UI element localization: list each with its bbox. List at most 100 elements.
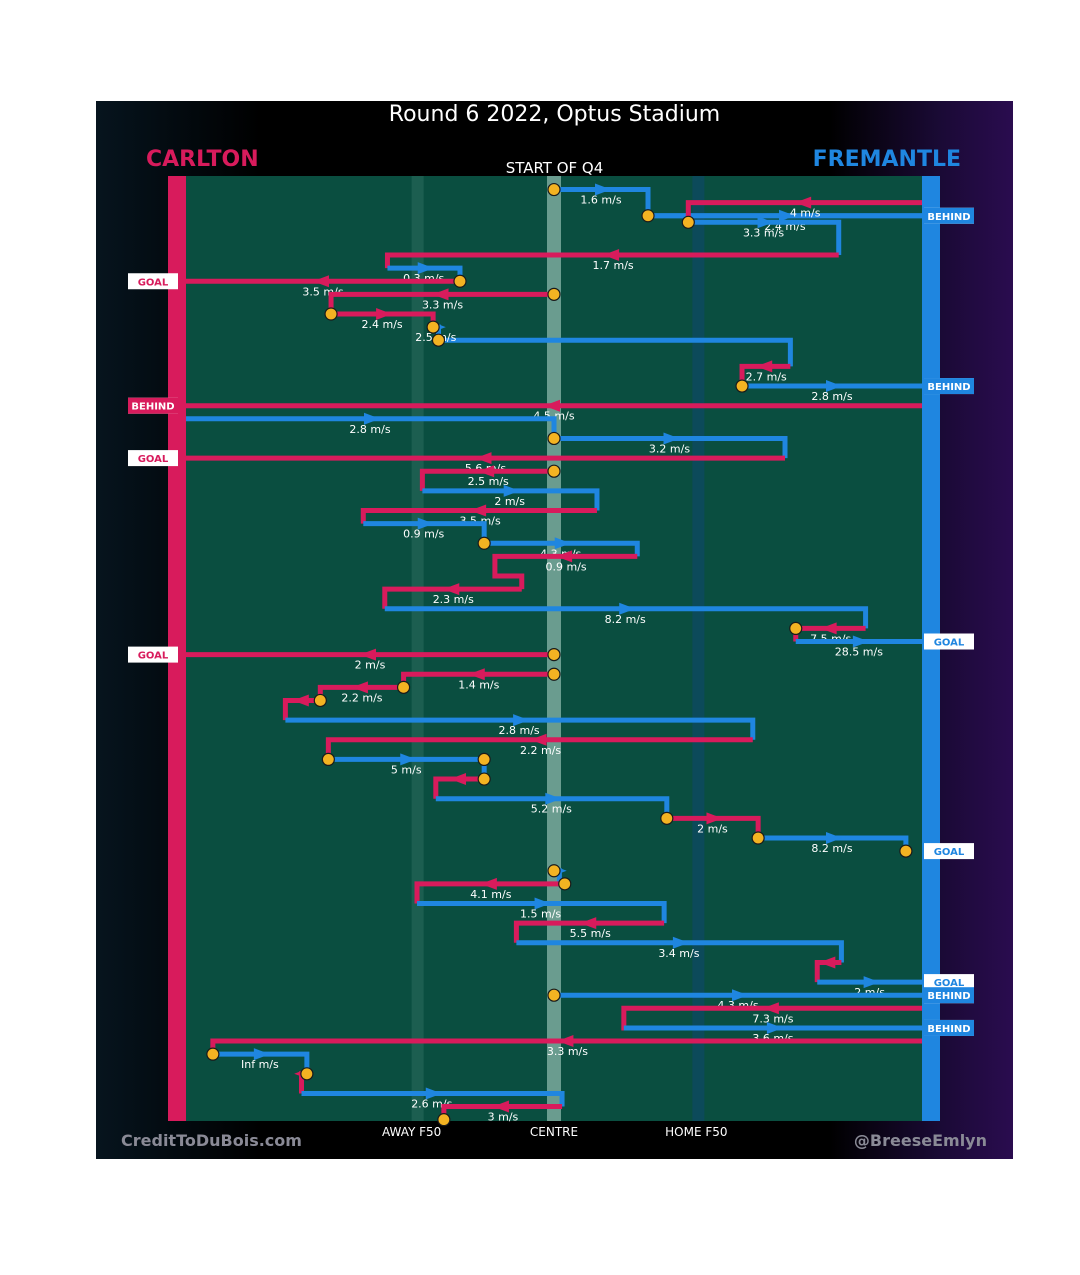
team-left-label: CARLTON	[146, 147, 259, 172]
speed-label: 2.4 m/s	[362, 318, 403, 331]
result-label: GOAL	[934, 847, 965, 858]
speed-label: 5.5 m/s	[570, 927, 611, 940]
chain-arrow	[468, 668, 485, 681]
chain-arrow	[863, 976, 880, 989]
chain-arrow	[826, 380, 843, 393]
result-label: BEHIND	[131, 402, 174, 413]
speed-label: 3.2 m/s	[649, 442, 690, 455]
chain-arrow	[779, 209, 796, 222]
chain-arrow	[470, 504, 487, 517]
chain-arrow	[544, 399, 560, 412]
chain-arrow	[417, 262, 434, 275]
credit-text: CreditToDuBois.com	[121, 1131, 302, 1150]
home-f50-band	[692, 176, 705, 1121]
result-badge-fill	[924, 207, 974, 224]
chain-arrow	[292, 694, 309, 707]
stoppage-marker	[437, 1113, 451, 1127]
result-badge	[128, 646, 178, 663]
chain-arrow	[417, 517, 434, 530]
handle-text: @BreeseEmlyn	[853, 1131, 987, 1150]
speed-label: 2.8 m/s	[499, 724, 540, 737]
chain-path	[285, 717, 756, 740]
chain-arrow	[513, 714, 530, 727]
speed-label: 2.5 m/s	[468, 475, 509, 488]
chain-arrow	[819, 956, 836, 969]
speed-label: 3.3 m/s	[547, 1045, 588, 1058]
chain-arrow	[554, 537, 571, 550]
speed-label: Inf m/s	[241, 1058, 279, 1071]
team-right-label: FREMANTLE	[812, 147, 961, 172]
result-label: BEHIND	[927, 382, 970, 393]
speed-label: 2 m/s	[697, 822, 728, 835]
speed-label: 2.3 m/s	[433, 593, 474, 606]
result-badge-fill	[924, 1019, 974, 1036]
chain-arrow	[603, 249, 620, 262]
stoppage-marker	[453, 274, 467, 288]
stoppage-marker	[396, 680, 411, 694]
chain-arrow	[580, 917, 597, 930]
speed-label: 5.2 m/s	[531, 803, 572, 816]
chain-arrow	[732, 989, 748, 1002]
result-badge	[128, 450, 178, 467]
speed-label: 1.4 m/s	[458, 678, 499, 691]
speed-label: 8.2 m/s	[605, 613, 646, 626]
chain-arrow	[425, 1087, 442, 1100]
result-label: BEHIND	[927, 991, 970, 1002]
chain-path	[484, 540, 640, 557]
chain-arrow	[557, 1035, 574, 1048]
chain-arrow	[364, 412, 380, 425]
chain-arrow	[663, 432, 680, 445]
speed-label: 2.8 m/s	[349, 423, 390, 436]
chain-arrow	[503, 484, 520, 497]
result-badge	[128, 273, 178, 290]
chain-arrow	[475, 452, 492, 465]
chain-arrow	[766, 1021, 783, 1034]
chain-arrow	[706, 812, 723, 825]
chain-arrow	[757, 216, 774, 229]
stoppage-marker	[324, 307, 338, 321]
stoppage-marker	[547, 988, 561, 1002]
result-badge	[924, 974, 974, 991]
stoppage-marker	[300, 1067, 314, 1081]
x-tick-label: AWAY F50	[382, 1125, 441, 1139]
period-label: START OF Q4	[505, 159, 604, 177]
stoppage-marker	[313, 693, 327, 708]
speed-label: 1.5 m/s	[520, 908, 561, 921]
chain-arrow	[432, 288, 449, 301]
stoppage-marker	[547, 431, 561, 446]
result-label: GOAL	[138, 277, 169, 288]
chain-path	[414, 881, 565, 904]
chain-arrow	[534, 897, 551, 910]
speed-label: 4 m/s	[790, 207, 821, 220]
speed-label: 2 m/s	[355, 659, 386, 672]
speed-label: 2.2 m/s	[341, 691, 382, 704]
x-tick-label: CENTRE	[530, 1125, 578, 1139]
speed-label: 2 m/s	[494, 495, 525, 508]
speed-label: 7.3 m/s	[752, 1012, 793, 1025]
x-tick-label: HOME F50	[665, 1125, 727, 1139]
speed-label: 5 m/s	[391, 763, 422, 776]
chain-path	[384, 252, 839, 269]
stoppage-marker	[899, 844, 913, 858]
result-badge-fill	[924, 378, 974, 395]
speed-label: 2.2 m/s	[520, 744, 561, 757]
chain-path	[360, 508, 597, 524]
chain-path	[433, 776, 485, 799]
chain-arrow	[480, 877, 497, 890]
result-label: BEHIND	[927, 212, 970, 223]
chain-arrow	[756, 360, 773, 373]
stoppage-marker	[547, 464, 561, 478]
chain-path	[384, 606, 869, 629]
chain-path	[492, 553, 638, 590]
speed-label: 1.6 m/s	[580, 194, 621, 207]
chain-arrow	[672, 936, 689, 949]
stoppage-marker	[477, 772, 491, 786]
away-f50-band	[411, 176, 424, 1121]
speed-label: 4.1 m/s	[470, 888, 511, 901]
chain-arrow	[360, 648, 376, 661]
stoppage-marker	[547, 287, 561, 301]
speed-label: 0.9 m/s	[403, 528, 444, 541]
chart-plot: AWAY F50 CENTRE HOME F50 1.6 m/s 2.4 m/s 4 m/…	[128, 176, 974, 1139]
chain-arrow	[449, 773, 466, 786]
chain-arrow	[595, 183, 612, 196]
